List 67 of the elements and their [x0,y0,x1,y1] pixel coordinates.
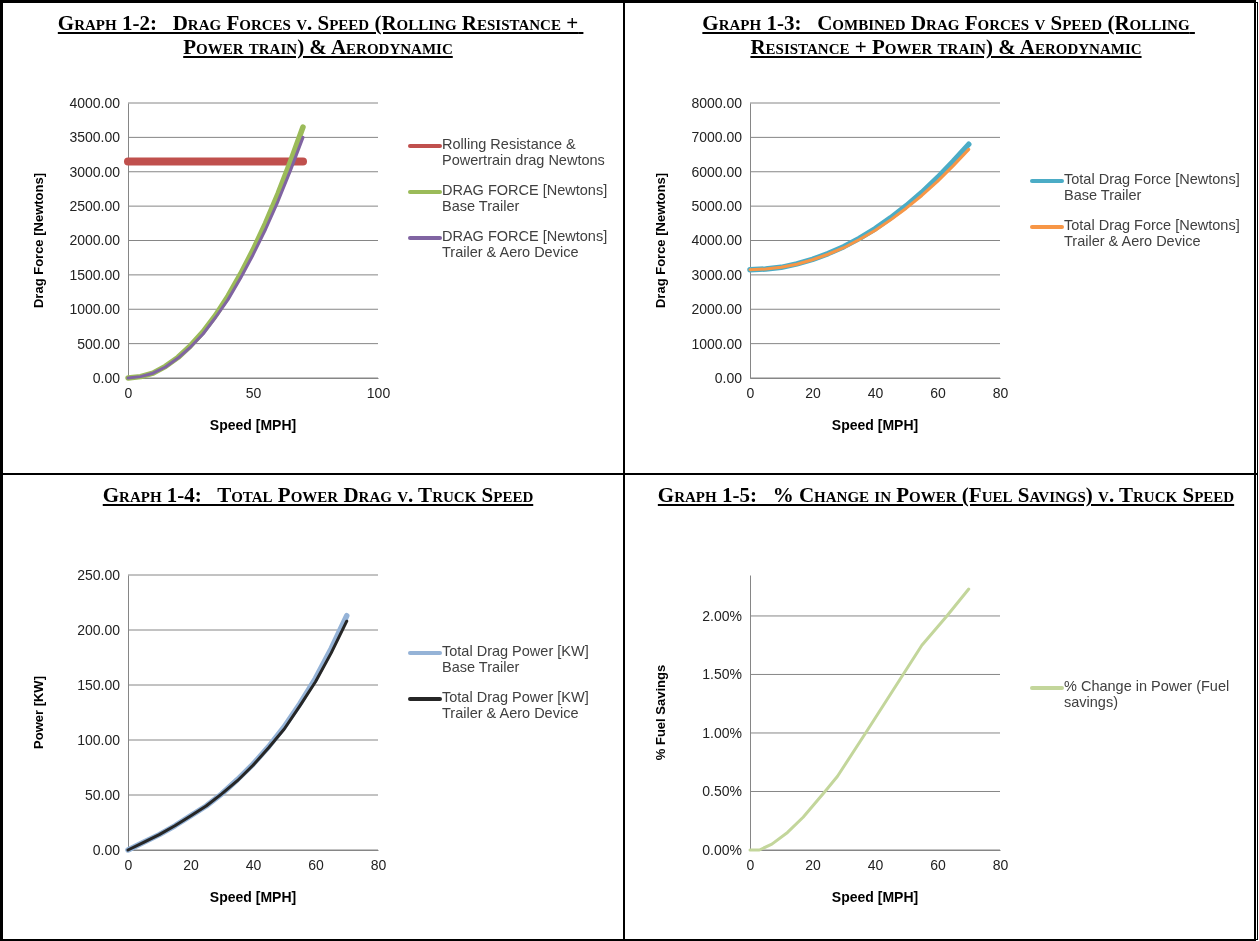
x-tick-label: 0 [124,856,133,873]
x-tick-label: 20 [805,384,821,401]
y-axis-title: % Fuel Savings [653,664,668,761]
y-axis-title: Drag Force [Newtons] [653,172,668,309]
x-tick-label: 0 [746,856,755,873]
x-tick-label: 0 [124,384,133,401]
y-tick-label: 0.00 [714,369,743,386]
x-tick-label: 100 [366,384,391,401]
y-tick-label: 0.00% [702,841,742,858]
y-tick-label: 7000.00 [691,129,743,146]
legend-label: Total Drag Force [Newtons] Base Trailer [1064,170,1240,203]
y-axis-title: Power [KW] [31,676,46,749]
y-tick-label: 8000.00 [691,94,743,111]
x-tick-label: 20 [805,856,821,873]
y-tick-label: 4000.00 [69,94,121,111]
y-axis-title: Drag Force [Newtons] [31,172,46,309]
x-tick-label: 40 [245,856,262,873]
x-axis-title: Speed [MPH] [209,889,297,905]
y-tick-label: 3000.00 [691,266,743,283]
y-tick-label: 2000.00 [691,301,743,318]
y-tick-label: 2.00% [702,607,742,624]
x-axis-title: Speed [MPH] [209,417,297,433]
x-tick-label: 80 [992,856,1009,873]
legend-label: Total Drag Force [Newtons] Trailer & Aero Device [1064,216,1240,249]
y-tick-label: 3500.00 [69,129,121,146]
x-tick-label: 50 [245,384,262,401]
legend-label: Total Drag Power [KW] Trailer & Aero Device [442,688,590,721]
y-tick-label: 100.00 [77,731,121,748]
legend-label: % Change in Power (Fuel savings) [1064,677,1231,710]
x-tick-label: 60 [930,384,946,401]
x-tick-label: 20 [183,856,199,873]
y-tick-label: 0.00 [92,841,121,858]
y-tick-label: 50.00 [84,786,121,803]
legend-label: Rolling Resistance & Powertrain drag Newtons [442,135,606,168]
y-tick-label: 2000.00 [69,232,121,249]
y-tick-label: 150.00 [77,676,121,693]
y-tick-label: 200.00 [77,621,121,638]
y-tick-label: 250.00 [77,566,121,583]
x-tick-label: 40 [867,384,884,401]
x-axis-title: Speed [MPH] [831,889,919,905]
y-tick-label: 1000.00 [69,301,121,318]
y-tick-label: 6000.00 [691,163,743,180]
chart-title: Graph 1-4: Total Power Drag v. Truck Speed [101,483,535,507]
legend-label: DRAG FORCE [Newtons] Trailer & Aero Device [442,227,609,260]
y-tick-label: 3000.00 [69,163,121,180]
chart-title: Graph 1-2: Drag Forces v. Speed (Rolling Resistance + Power train) & Aerodynamic [56,11,580,59]
y-tick-label: 500.00 [77,335,121,352]
y-tick-label: 1.00% [702,724,742,741]
x-tick-label: 60 [930,856,946,873]
x-axis-title: Speed [MPH] [831,417,919,433]
x-tick-label: 80 [992,384,1009,401]
y-tick-label: 0.00 [92,369,121,386]
x-tick-label: 40 [867,856,884,873]
y-tick-label: 5000.00 [691,198,743,215]
x-tick-label: 60 [308,856,324,873]
y-tick-label: 1500.00 [69,266,121,283]
x-tick-label: 80 [370,856,387,873]
chart-title: Graph 1-5: % Change in Power (Fuel Savings) v. Truck Speed [656,483,1236,507]
legend-label: DRAG FORCE [Newtons] Base Trailer [442,181,609,214]
x-tick-label: 0 [746,384,755,401]
y-tick-label: 4000.00 [691,232,743,249]
y-tick-label: 1.50% [702,666,742,683]
y-tick-label: 2500.00 [69,198,121,215]
y-tick-label: 1000.00 [691,335,743,352]
legend-label: Total Drag Power [KW] Base Trailer [442,642,590,675]
chart-title: Graph 1-3: Combined Drag Forces v Speed (Rolling Resistance + Power train) & Aerodynamic [701,11,1191,59]
y-tick-label: 0.50% [702,783,742,800]
